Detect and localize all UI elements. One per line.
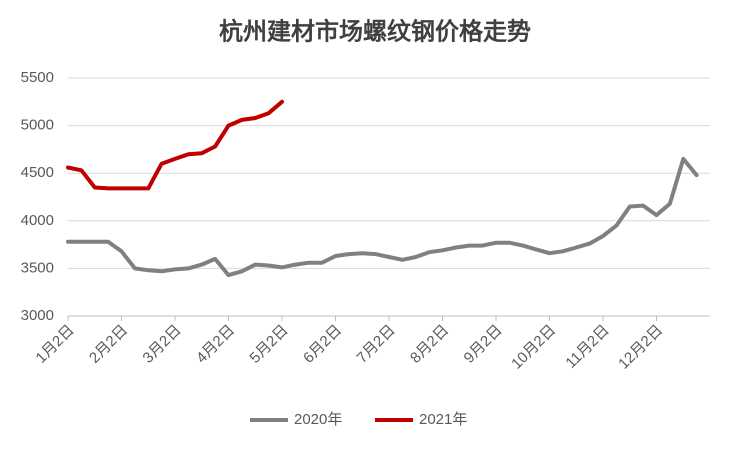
y-tick-label: 3000 [21, 307, 54, 324]
y-tick-label: 3500 [21, 259, 54, 276]
chart-title: 杭州建材市场螺纹钢价格走势 [219, 18, 531, 46]
y-tick-label: 4500 [21, 164, 54, 181]
line-series [66, 99, 284, 191]
legend-label: 2020年 [294, 411, 342, 428]
y-tick-label: 5000 [21, 117, 54, 134]
legend-label: 2021年 [419, 411, 467, 428]
line-series [66, 156, 699, 278]
y-tick-label: 4000 [21, 212, 54, 229]
y-tick-label: 5500 [21, 69, 54, 86]
